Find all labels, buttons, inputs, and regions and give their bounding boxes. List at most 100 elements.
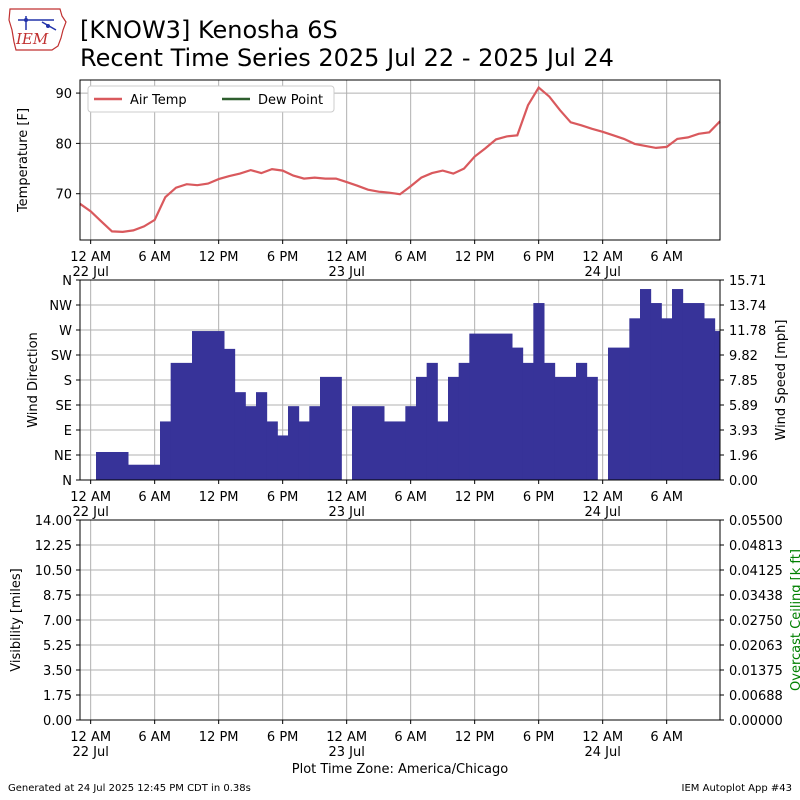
wind-speed-bar bbox=[576, 362, 588, 480]
iem-logo: IEM bbox=[6, 6, 68, 52]
chart-subtitle: Recent Time Series 2025 Jul 22 - 2025 Ju… bbox=[80, 44, 614, 72]
x-tick-label: 6 PM bbox=[523, 730, 554, 745]
x-tick-label: 6 AM bbox=[138, 250, 171, 265]
y-tick-label: 80 bbox=[55, 137, 72, 152]
wind-speed-bar bbox=[437, 421, 449, 480]
visibility-tick-label: 10.50 bbox=[35, 564, 72, 579]
wind-speed-bar bbox=[128, 464, 161, 480]
logo-text: IEM bbox=[16, 30, 49, 48]
wind-speed-bar bbox=[640, 289, 652, 480]
x-tick-label: 12 AM bbox=[326, 490, 367, 505]
ceiling-tick-label: 0.02063 bbox=[729, 639, 783, 654]
legend-label-dew-point: Dew Point bbox=[258, 93, 323, 108]
speed-tick-label: 3.93 bbox=[729, 424, 758, 439]
direction-tick-label: E bbox=[64, 424, 72, 439]
x-tick-label: 12 PM bbox=[199, 490, 239, 505]
wind-speed-bar bbox=[298, 421, 310, 480]
x-tick-label: 6 PM bbox=[523, 250, 554, 265]
x-tick-label: 12 AM bbox=[70, 250, 111, 265]
wind-speed-bar bbox=[309, 406, 321, 480]
speed-tick-label: 1.96 bbox=[729, 449, 758, 464]
direction-tick-label: S bbox=[64, 374, 72, 389]
speed-tick-label: 13.74 bbox=[729, 299, 766, 314]
x-tick-label: 12 PM bbox=[199, 730, 239, 745]
wind-speed-bar bbox=[245, 406, 257, 480]
visibility-tick-label: 3.50 bbox=[43, 664, 72, 679]
wind-speed-bar bbox=[714, 331, 721, 480]
x-date-label: 22 Jul bbox=[72, 505, 108, 520]
wind-speed-bar bbox=[234, 392, 246, 480]
wind-speed-bar bbox=[405, 406, 417, 480]
x-tick-label: 6 PM bbox=[267, 490, 298, 505]
ceiling-tick-label: 0.04813 bbox=[729, 539, 783, 554]
footer-app: IEM Autoplot App #43 bbox=[681, 783, 792, 794]
wind-speed-bar bbox=[704, 318, 716, 480]
x-tick-label: 6 AM bbox=[650, 490, 683, 505]
visibility-tick-label: 5.25 bbox=[43, 639, 72, 654]
wind-speed-bar bbox=[650, 303, 662, 480]
x-tick-label: 6 AM bbox=[394, 250, 427, 265]
speed-tick-label: 7.85 bbox=[729, 374, 758, 389]
x-tick-label: 12 PM bbox=[455, 490, 495, 505]
wind-speed-bar bbox=[522, 362, 534, 480]
x-tick-label: 12 PM bbox=[199, 250, 239, 265]
wind-speed-bar bbox=[661, 318, 673, 480]
visibility-tick-label: 8.75 bbox=[43, 589, 72, 604]
ceiling-tick-label: 0.02750 bbox=[729, 614, 783, 629]
wind-speed-bar bbox=[448, 376, 460, 480]
x-date-label: 24 Jul bbox=[584, 745, 620, 760]
wind-speed-bar bbox=[277, 435, 289, 480]
plot-frame bbox=[79, 79, 721, 241]
wind-speed-bar bbox=[288, 406, 300, 480]
wind-speed-bar bbox=[544, 362, 556, 480]
direction-tick-label: N bbox=[62, 474, 72, 489]
visibility-tick-label: 12.25 bbox=[35, 539, 72, 554]
wind-speed-bar bbox=[608, 347, 630, 480]
x-tick-label: 12 AM bbox=[582, 250, 623, 265]
footer-generated: Generated at 24 Jul 2025 12:45 PM CDT in… bbox=[8, 783, 251, 794]
wind-speed-bar bbox=[256, 392, 268, 480]
x-tick-label: 12 PM bbox=[455, 730, 495, 745]
wind-speed-bar bbox=[266, 421, 278, 480]
x-tick-label: 12 AM bbox=[326, 730, 367, 745]
legend-box bbox=[87, 85, 335, 113]
wind-speed-bar bbox=[426, 362, 438, 480]
direction-tick-label: NE bbox=[54, 449, 72, 464]
x-date-label: 22 Jul bbox=[72, 265, 108, 280]
ceiling-tick-label: 0.00000 bbox=[729, 714, 783, 729]
visibility-tick-label: 14.00 bbox=[35, 514, 72, 529]
x-tick-label: 6 AM bbox=[650, 250, 683, 265]
wind-panel: N 0.00 NE 1.96 E 3.93 SE 5.89 S 7.85 SW 9.82 W 11.78 N… bbox=[26, 274, 789, 520]
y-axis-label: Visibility [miles] bbox=[9, 568, 24, 671]
ceiling-tick-label: 0.01375 bbox=[729, 664, 783, 679]
wind-speed-bar bbox=[554, 376, 577, 480]
wind-speed-bar bbox=[320, 376, 342, 480]
x-tick-label: 6 AM bbox=[650, 730, 683, 745]
visibility-tick-label: 1.75 bbox=[43, 689, 72, 704]
x-date-label: 24 Jul bbox=[584, 265, 620, 280]
legend-label-air-temp: Air Temp bbox=[130, 93, 187, 108]
x-tick-label: 6 AM bbox=[138, 490, 171, 505]
wind-speed-bar bbox=[458, 362, 470, 480]
plot-frame bbox=[79, 519, 721, 721]
plot-frame bbox=[79, 279, 721, 481]
direction-tick-label: W bbox=[59, 324, 72, 339]
x-tick-label: 12 AM bbox=[326, 250, 367, 265]
wind-speed-bar bbox=[416, 376, 428, 480]
visibility-panel: 0.00 0.00000 1.75 0.00688 3.50 0.01375 5.25 0.0… bbox=[9, 514, 800, 760]
speed-tick-label: 5.89 bbox=[729, 399, 758, 414]
speed-tick-label: 15.71 bbox=[729, 274, 766, 289]
direction-tick-label: N bbox=[62, 274, 72, 289]
ceiling-tick-label: 0.05500 bbox=[729, 514, 783, 529]
x-date-label: 23 Jul bbox=[328, 505, 364, 520]
temperature-panel: 70 80 90 12 AM 6 AM 12 PM 6 PM 12 AM 6 AM 12 PM 6 … bbox=[16, 79, 721, 280]
wind-speed-bar bbox=[672, 289, 684, 480]
air-temp-line bbox=[79, 85, 721, 234]
x-axis-label: Plot Time Zone: America/Chicago bbox=[291, 762, 509, 777]
ceiling-tick-label: 0.03438 bbox=[729, 589, 783, 604]
wind-speed-bar bbox=[352, 406, 385, 480]
x-tick-label: 6 PM bbox=[267, 730, 298, 745]
direction-tick-label: SW bbox=[51, 349, 72, 364]
direction-tick-label: NW bbox=[49, 299, 72, 314]
